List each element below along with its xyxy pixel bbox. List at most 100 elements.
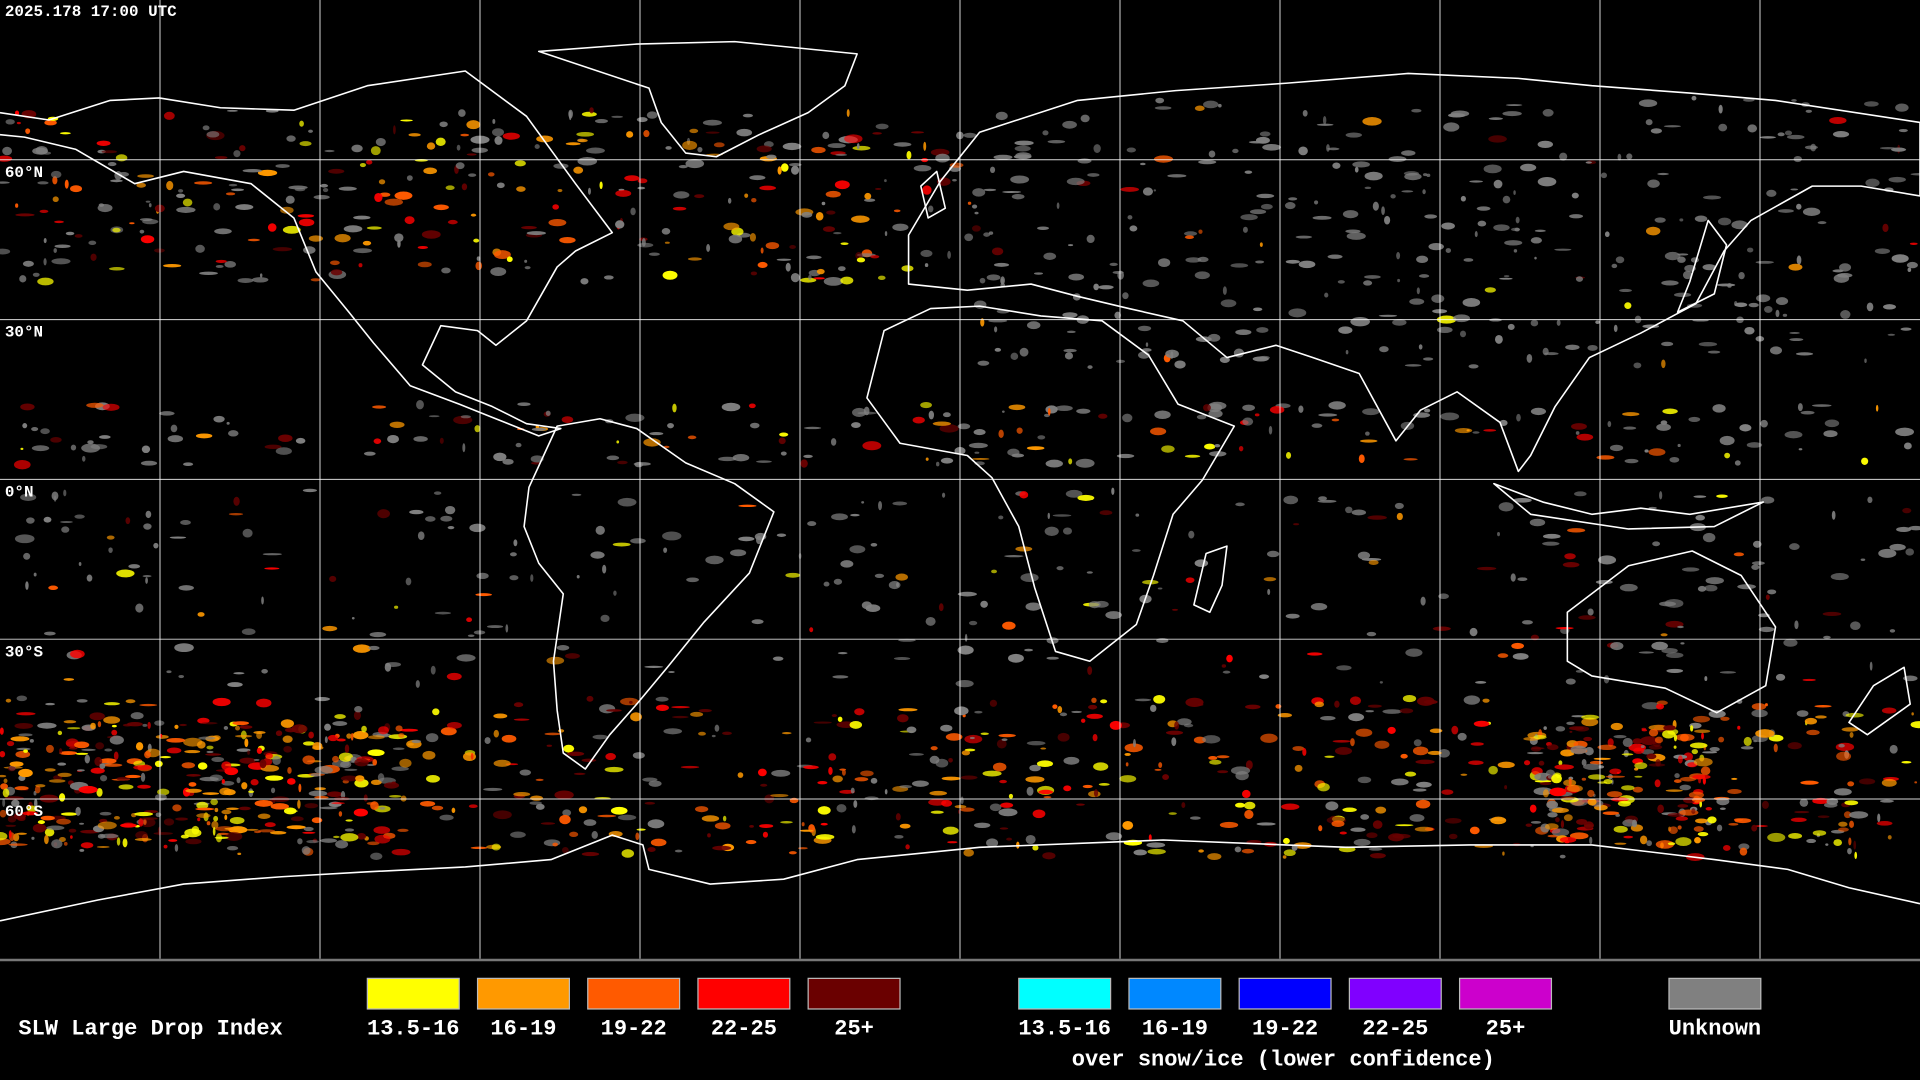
cloud-patch xyxy=(213,415,225,423)
cloud-patch xyxy=(595,525,605,535)
cloud-patch xyxy=(1571,192,1579,199)
cloud-patch xyxy=(378,726,390,735)
cloud-patch xyxy=(413,436,428,442)
cloud-patch xyxy=(1029,764,1041,772)
cloud-patch xyxy=(563,744,575,753)
cloud-patch xyxy=(1122,292,1129,300)
cloud-patch xyxy=(302,741,315,746)
cloud-patch xyxy=(1547,812,1558,818)
cloud-patch xyxy=(211,756,225,763)
cloud-patch xyxy=(1581,717,1599,727)
cloud-patch xyxy=(51,258,71,265)
cloud-patch xyxy=(37,722,57,729)
cloud-patch xyxy=(111,724,117,728)
cloud-patch xyxy=(1502,195,1511,204)
cloud-patch xyxy=(998,515,1004,520)
cloud-patch xyxy=(197,741,206,749)
cloud-patch xyxy=(186,774,201,777)
cloud-patch xyxy=(188,782,197,787)
cloud-patch xyxy=(821,201,826,206)
cloud-patch xyxy=(1388,833,1404,842)
cloud-patch xyxy=(1796,255,1802,265)
cloud-patch xyxy=(955,679,974,688)
cloud-patch xyxy=(1660,633,1668,637)
cloud-patch xyxy=(26,517,35,524)
cloud-patch xyxy=(1709,746,1720,752)
cloud-patch xyxy=(1895,103,1909,112)
cloud-patch xyxy=(1734,460,1741,466)
cloud-patch xyxy=(1358,454,1365,463)
cloud-patch xyxy=(1158,762,1163,768)
cloud-patch xyxy=(1539,781,1552,786)
cloud-patch xyxy=(780,451,787,456)
cloud-patch xyxy=(215,259,227,264)
cloud-patch xyxy=(257,813,271,819)
cloud-patch xyxy=(13,460,31,470)
cloud-patch xyxy=(738,504,757,508)
cloud-patch xyxy=(221,779,225,784)
cloud-patch xyxy=(1037,435,1046,440)
cloud-patch xyxy=(893,209,901,213)
cloud-patch xyxy=(245,828,259,831)
cloud-patch xyxy=(70,185,83,193)
cloud-patch xyxy=(1583,821,1594,830)
cloud-patch xyxy=(70,649,85,659)
cloud-patch xyxy=(0,783,8,790)
cloud-patch xyxy=(648,780,662,787)
cloud-patch xyxy=(1673,745,1677,749)
cloud-patch xyxy=(1013,154,1032,160)
cloud-patch xyxy=(1700,766,1711,776)
cloud-patch xyxy=(756,460,772,463)
cloud-patch xyxy=(372,405,387,409)
cloud-patch xyxy=(1615,256,1625,264)
cloud-patch xyxy=(98,435,111,439)
cloud-patch xyxy=(261,596,264,605)
cloud-patch xyxy=(1424,408,1431,413)
cloud-patch xyxy=(506,256,513,263)
cloud-patch xyxy=(1677,253,1689,256)
cloud-patch xyxy=(447,526,455,530)
cloud-patch xyxy=(1633,362,1642,369)
cloud-patch xyxy=(581,111,597,117)
cloud-patch xyxy=(462,752,476,762)
cloud-patch xyxy=(250,779,259,786)
cloud-patch xyxy=(333,835,340,839)
cloud-patch xyxy=(749,233,756,242)
cloud-patch xyxy=(213,203,221,211)
legend-label: 13.5-16 xyxy=(367,1017,460,1042)
cloud-patch xyxy=(1838,743,1845,748)
cloud-patch xyxy=(1565,344,1580,350)
cloud-patch xyxy=(1122,413,1133,423)
cloud-patch xyxy=(1357,551,1371,560)
cloud-patch xyxy=(851,215,870,223)
cloud-patch xyxy=(370,779,382,786)
cloud-patch xyxy=(359,162,366,168)
cloud-patch xyxy=(102,403,120,411)
cloud-patch xyxy=(1395,824,1414,827)
cloud-patch xyxy=(1311,423,1323,428)
cloud-patch xyxy=(1331,418,1340,422)
cloud-patch xyxy=(751,619,764,625)
cloud-patch xyxy=(1718,123,1728,132)
cloud-patch xyxy=(1646,753,1657,760)
cloud-patch xyxy=(57,730,63,736)
cloud-patch xyxy=(1607,420,1612,428)
cloud-patch xyxy=(181,762,196,769)
cloud-patch xyxy=(1176,718,1192,726)
legend-swatch xyxy=(1128,977,1222,1010)
cloud-patch xyxy=(1794,620,1799,630)
cloud-patch xyxy=(1645,119,1653,126)
cloud-patch xyxy=(1284,202,1296,210)
cloud-patch xyxy=(31,426,39,432)
cloud-patch xyxy=(530,795,543,801)
cloud-patch xyxy=(154,760,163,768)
cloud-patch xyxy=(1436,326,1453,334)
cloud-patch xyxy=(999,827,1009,830)
cloud-patch xyxy=(290,816,304,822)
cloud-patch xyxy=(1360,814,1370,820)
cloud-patch xyxy=(1841,727,1859,732)
cloud-patch xyxy=(1794,810,1810,814)
legend-swatch xyxy=(1668,977,1762,1010)
cloud-patch xyxy=(310,278,321,282)
cloud-patch xyxy=(262,553,282,556)
